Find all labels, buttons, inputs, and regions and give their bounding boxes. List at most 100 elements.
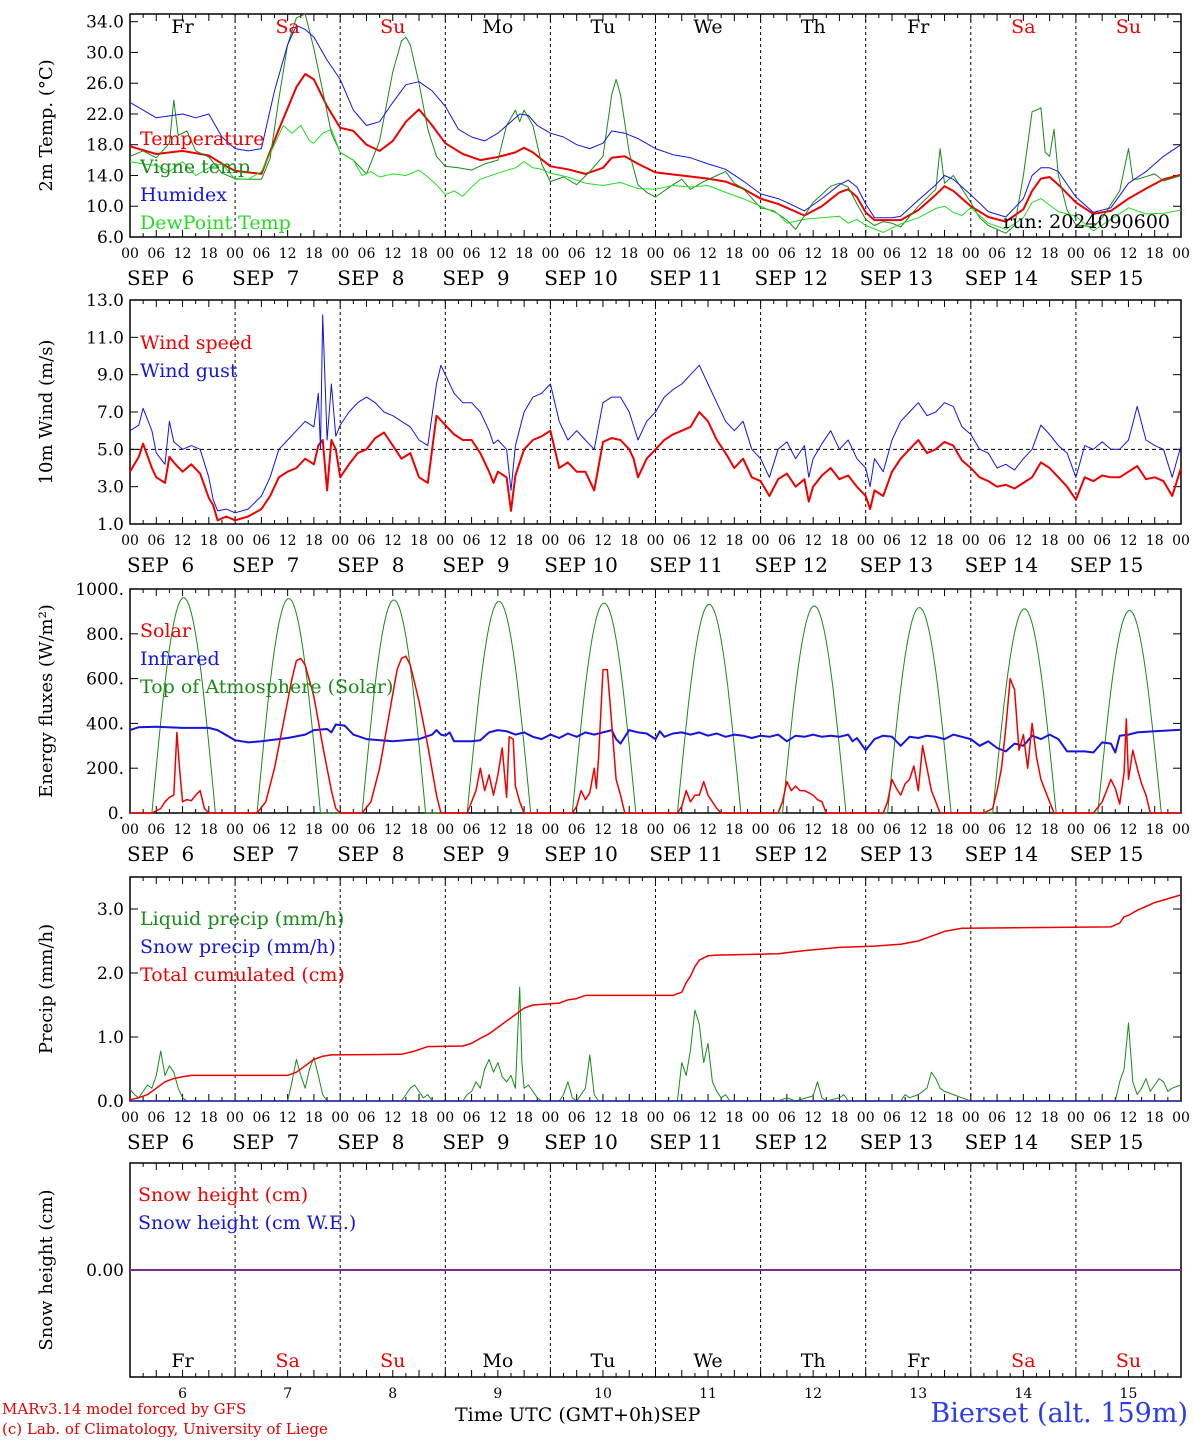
precip-hour-label: 06 [568,1110,586,1126]
precip-hour-label: 18 [200,1110,218,1126]
snow-ytick-label: 0.00 [86,1261,124,1281]
precip-hour-label: 00 [1067,1110,1085,1126]
temp-hour-label: 06 [673,246,691,262]
temp-ytick-label: 10.0 [86,197,124,217]
precip-hour-label: 18 [831,1110,849,1126]
temp-hour-label: 00 [1172,246,1190,262]
temp-ytick-label: 6.0 [97,228,124,248]
precip-hour-label: 18 [515,1110,533,1126]
wind-hour-label: 12 [594,533,612,549]
flux-hour-label: 06 [252,822,270,838]
temp-hour-label: 06 [1093,246,1111,262]
precip-hour-label: 18 [620,1110,638,1126]
precip-hour-label: 00 [857,1110,875,1126]
temp-hour-label: 18 [515,246,533,262]
model-credit: MARv3.14 model forced by GFS [2,1400,247,1418]
precip-date-label: SEP 10 [544,1130,618,1154]
temp-hour-label: 00 [226,246,244,262]
flux-hour-label: 18 [1041,822,1059,838]
wind-date-label: SEP 15 [1070,553,1144,577]
day-name-temp: Mo [482,16,513,38]
wind-ytick-label: 13.0 [86,291,124,311]
day-name-temp: We [693,16,722,38]
precip-date-label: SEP 9 [442,1130,509,1154]
precip-panel: 0.0 1.0 2.0 3.0 Precip (mm/h) Liquid precip (… [36,876,1190,1154]
temp-hour-label: 06 [147,246,165,262]
wind-hour-label: 18 [936,533,954,549]
temp-hour-label: 12 [909,246,927,262]
wind-ytick-label: 11.0 [86,328,124,348]
flux-date-label: SEP 9 [442,842,509,866]
flux-hour-label: 12 [174,822,192,838]
temp-date-label: SEP 15 [1070,266,1144,290]
flux-hour-label: 06 [673,822,691,838]
flux-hour-label: 18 [410,822,428,838]
wind-hour-label: 06 [358,533,376,549]
flux-ylabel: Energy fluxes (W/m²) [36,604,57,798]
flux-hour-label: 00 [331,822,349,838]
precip-hour-label: 00 [962,1110,980,1126]
flux-date-label: SEP 13 [860,842,934,866]
flux-date-label: SEP 12 [754,842,828,866]
temp-date-label: SEP 11 [649,266,723,290]
time-axis-label: Time UTC (GMT+0h)SEP [455,1404,700,1426]
precip-hour-label: 12 [279,1110,297,1126]
wind-date-label: SEP 14 [965,553,1039,577]
precip-hour-label: 06 [673,1110,691,1126]
bottom-day-number: 8 [388,1386,397,1402]
temp-hour-label: 00 [541,246,559,262]
precip-hour-label: 18 [1041,1110,1059,1126]
flux-date-label: SEP 8 [337,842,404,866]
wind-date-label: SEP 6 [127,553,194,577]
precip-legend-total-cumulated-cm: Total cumulated (cm) [140,964,345,986]
bottom-day-number: 7 [283,1386,292,1402]
bottom-day-number: 10 [594,1386,612,1402]
wind-hour-label: 18 [200,533,218,549]
wind-legend-wind-gust: Wind gust [140,360,238,382]
precip-hour-label: 00 [541,1110,559,1126]
wind-hour-label: 00 [436,533,454,549]
wind-hour-label: 00 [647,533,665,549]
wind-hour-label: 06 [673,533,691,549]
flux-hour-label: 06 [778,822,796,838]
temp-hour-label: 12 [594,246,612,262]
temp-hour-label: 00 [857,246,875,262]
precip-hour-label: 06 [252,1110,270,1126]
precip-series-liquid-precip-mm-h [129,986,1182,1102]
wind-series-wind-speed [129,411,1182,522]
day-name-temp: Su [1116,16,1141,38]
wind-hour-label: 00 [226,533,244,549]
temp-hour-label: 06 [568,246,586,262]
wind-date-label: SEP 10 [544,553,618,577]
flux-ytick-label: 1000. [75,580,124,600]
wind-hour-label: 06 [988,533,1006,549]
temp-date-label: SEP 12 [754,266,828,290]
flux-date-label: SEP 10 [544,842,618,866]
flux-hour-label: 18 [305,822,323,838]
wind-panel: 1.0 3.0 5.0 7.0 9.0 11.0 13.0 10m Wind (m/s) Win… [36,291,1190,577]
temp-hour-label: 06 [778,246,796,262]
wind-hour-label: 12 [384,533,402,549]
flux-hour-label: 06 [883,822,901,838]
bottom-day-number: 6 [178,1386,187,1402]
day-name-snow: Fr [171,1350,194,1372]
wind-hour-label: 12 [1120,533,1138,549]
temp-series-humidex [129,25,1182,219]
precip-hour-label: 00 [436,1110,454,1126]
flux-hour-label: 12 [804,822,822,838]
temp-ytick-label: 34.0 [86,13,124,33]
flux-hour-label: 00 [962,822,980,838]
flux-hour-label: 18 [725,822,743,838]
wind-hour-label: 06 [778,533,796,549]
precip-hour-label: 12 [384,1110,402,1126]
wind-hour-label: 18 [1146,533,1164,549]
flux-hour-label: 00 [752,822,770,838]
bottom-day-number: 12 [804,1386,822,1402]
flux-hour-label: 00 [1172,822,1190,838]
flux-ytick-label: 400. [86,714,124,734]
wind-hour-label: 18 [620,533,638,549]
precip-hour-label: 06 [463,1110,481,1126]
precip-hour-label: 06 [358,1110,376,1126]
wind-hour-label: 00 [121,533,139,549]
precip-hour-label: 00 [1172,1110,1190,1126]
